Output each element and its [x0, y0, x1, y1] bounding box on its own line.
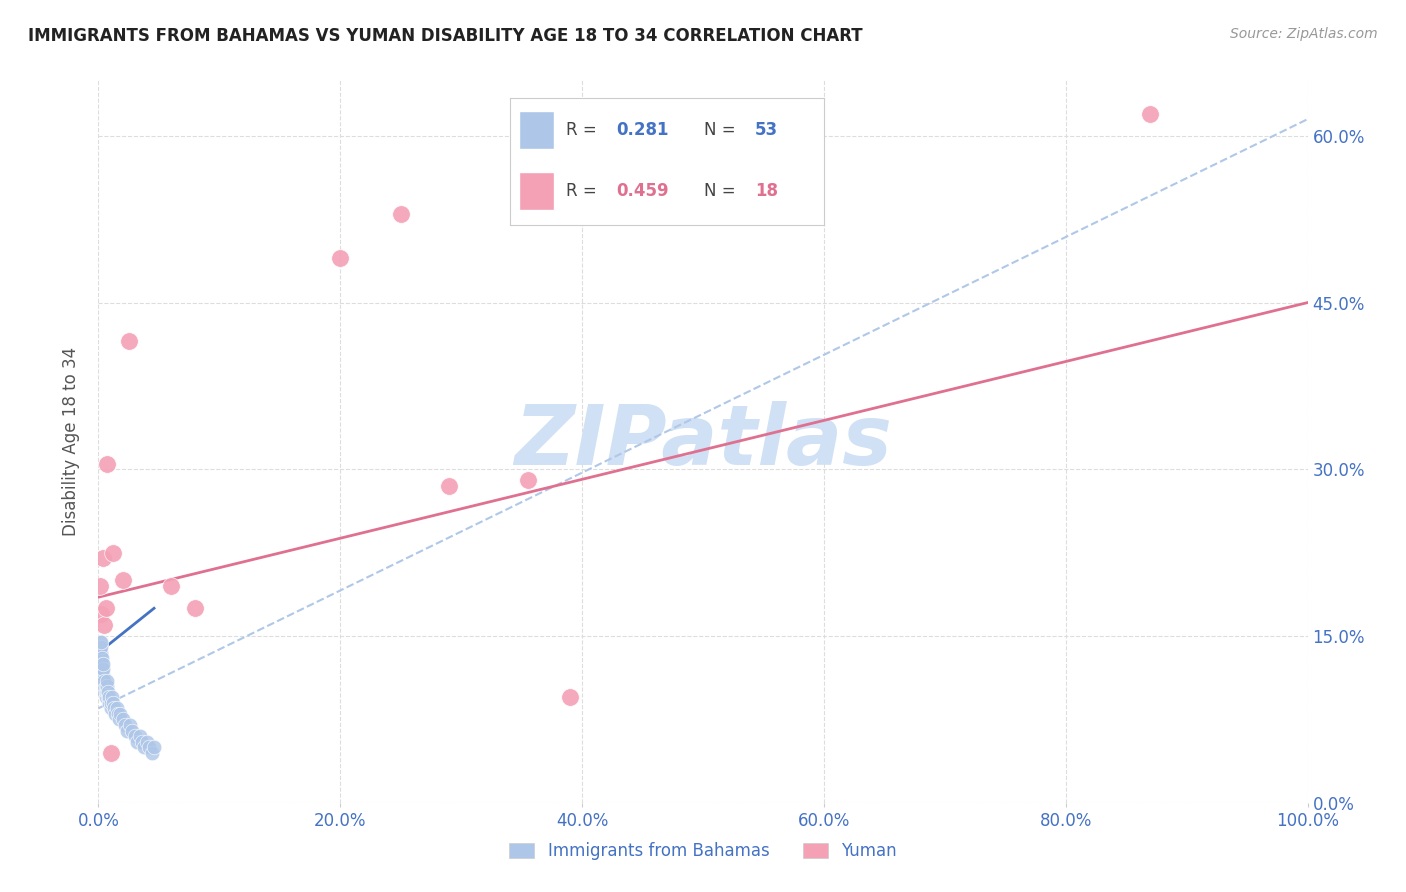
Point [135, 734, 157, 748]
Legend: Immigrants from Bahamas, Yuman: Immigrants from Bahamas, Yuman [503, 836, 903, 867]
Point [93, 673, 115, 688]
Y-axis label: Disability Age 18 to 34: Disability Age 18 to 34 [62, 347, 80, 536]
Point [111, 574, 134, 588]
Point [97, 690, 120, 705]
Point [138, 740, 160, 755]
Point [100, 696, 122, 710]
Point [97, 684, 120, 698]
Point [91, 657, 114, 671]
Point [108, 713, 131, 727]
Point [101, 546, 124, 560]
Point [93, 684, 115, 698]
Point [114, 718, 136, 732]
Point [107, 706, 129, 721]
Point [98, 690, 121, 705]
Point [91, 651, 114, 665]
Point [90, 662, 112, 676]
Point [90, 607, 112, 621]
Point [117, 723, 139, 738]
Point [389, 207, 412, 221]
Text: IMMIGRANTS FROM BAHAMAS VS YUMAN DISABILITY AGE 18 TO 34 CORRELATION CHART: IMMIGRANTS FROM BAHAMAS VS YUMAN DISABIL… [28, 27, 863, 45]
Point [124, 729, 146, 743]
Point [91, 673, 114, 688]
Text: ZIPatlas: ZIPatlas [515, 401, 891, 482]
Point [96, 457, 118, 471]
Point [89, 579, 111, 593]
Point [184, 601, 207, 615]
Point [131, 734, 153, 748]
Point [100, 690, 122, 705]
Point [96, 684, 118, 698]
Point [134, 740, 156, 755]
Point [437, 479, 460, 493]
Point [103, 701, 125, 715]
Point [91, 657, 114, 671]
Point [100, 746, 122, 760]
Point [91, 668, 114, 682]
Point [128, 729, 150, 743]
Point [104, 706, 127, 721]
Point [141, 746, 163, 760]
Point [90, 651, 112, 665]
Point [93, 679, 115, 693]
Point [91, 551, 114, 566]
Point [101, 696, 124, 710]
Point [90, 640, 112, 655]
Point [105, 701, 128, 715]
Point [89, 634, 111, 648]
Point [96, 679, 118, 693]
Point [329, 251, 352, 265]
Point [121, 723, 143, 738]
Point [94, 601, 117, 615]
Point [516, 474, 538, 488]
Point [94, 679, 117, 693]
Point [90, 646, 112, 660]
Point [94, 684, 117, 698]
Point [127, 734, 149, 748]
Point [89, 646, 111, 660]
Point [98, 696, 121, 710]
Point [96, 673, 118, 688]
Point [91, 668, 114, 682]
Point [118, 718, 141, 732]
Point [94, 690, 117, 705]
Point [90, 634, 112, 648]
Text: Source: ZipAtlas.com: Source: ZipAtlas.com [1230, 27, 1378, 41]
Point [160, 579, 183, 593]
Point [108, 706, 131, 721]
Point [111, 713, 134, 727]
Point [91, 662, 114, 676]
Point [143, 740, 166, 755]
Point [93, 618, 115, 632]
Point [558, 690, 581, 705]
Point [1139, 106, 1161, 120]
Point [89, 640, 111, 655]
Point [118, 334, 141, 349]
Point [100, 701, 122, 715]
Point [91, 662, 114, 676]
